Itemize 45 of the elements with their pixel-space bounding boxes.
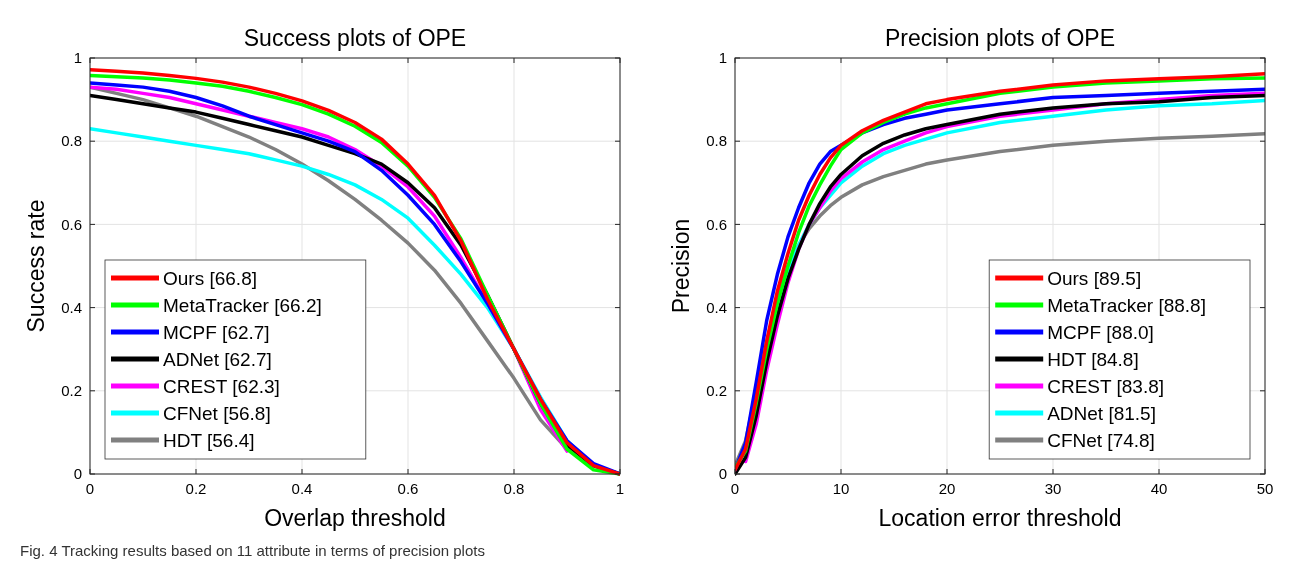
chart-title: Success plots of OPE	[243, 25, 467, 51]
chart-title: Precision plots of OPE	[884, 25, 1116, 51]
legend-label: MCPF [62.7]	[163, 321, 270, 343]
y-tick-label: 0.4	[61, 298, 82, 316]
legend-label: CREST [83.8]	[1047, 375, 1165, 397]
x-tick-label: 20	[938, 480, 956, 497]
y-tick-label: 1	[718, 49, 727, 67]
caption: Fig. 4 Tracking results based on 11 attribute in terms of precision plots	[20, 542, 485, 559]
x-axis-title: Location error threshold	[878, 505, 1122, 531]
x-tick-label: 10	[832, 480, 850, 497]
y-axis-title: Precision	[668, 218, 694, 314]
y-tick-label: 0.6	[61, 215, 82, 233]
y-tick-label: 0.6	[706, 215, 727, 233]
x-tick-label: 0.6	[397, 480, 419, 497]
x-tick-label: 0.4	[291, 480, 313, 497]
y-tick-label: 0.2	[706, 382, 727, 400]
y-tick-label: 0.8	[61, 132, 82, 150]
y-tick-label: 0.8	[706, 132, 727, 150]
legend-label: MetaTracker [88.8]	[1047, 294, 1206, 316]
x-tick-label: 0.2	[185, 480, 207, 497]
x-axis-title: Overlap threshold	[264, 505, 446, 531]
y-tick-label: 0	[73, 465, 82, 483]
legend-label: MetaTracker [66.2]	[163, 294, 322, 316]
legend-label: Ours [89.5]	[1047, 267, 1142, 289]
x-tick-label: 0.8	[503, 480, 525, 497]
y-axis-title: Success rate	[23, 199, 49, 333]
x-tick-label: 0	[730, 480, 740, 497]
legend-label: Ours [66.8]	[163, 267, 257, 289]
x-tick-label: 40	[1150, 480, 1168, 497]
legend-label: MCPF [88.0]	[1047, 321, 1154, 343]
x-tick-label: 50	[1256, 480, 1274, 497]
y-tick-label: 0.4	[706, 298, 727, 316]
y-tick-label: 0.2	[61, 382, 82, 400]
y-tick-label: 0	[718, 465, 727, 483]
x-tick-label: 1	[615, 480, 625, 497]
legend-label: CFNet [56.8]	[163, 402, 271, 424]
y-tick-label: 1	[73, 49, 82, 67]
x-tick-label: 0	[85, 480, 95, 497]
legend-label: HDT [56.4]	[163, 429, 255, 451]
legend-label: CREST [62.3]	[163, 375, 280, 397]
legend-label: HDT [84.8]	[1047, 348, 1139, 370]
legend-label: ADNet [62.7]	[163, 348, 272, 370]
legend-label: ADNet [81.5]	[1047, 402, 1156, 424]
legend-label: CFNet [74.8]	[1047, 429, 1155, 451]
x-tick-label: 30	[1044, 480, 1062, 497]
